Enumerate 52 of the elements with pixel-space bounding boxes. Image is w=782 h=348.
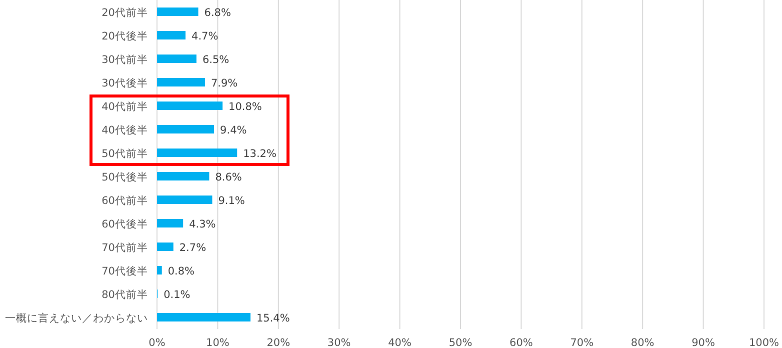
data-label: 0.1% — [164, 288, 190, 301]
data-label: 6.8% — [204, 6, 231, 19]
bar — [157, 54, 196, 63]
x-tick-label: 100% — [748, 337, 780, 348]
y-tick-label: 50代後半 — [102, 170, 148, 184]
y-tick-label: 50代前半 — [102, 146, 148, 160]
y-tick-label: 30代後半 — [102, 76, 148, 90]
x-tick-label: 40% — [388, 337, 412, 348]
y-tick-label: 一概に言えない／わからない — [5, 311, 148, 324]
bar — [157, 148, 238, 157]
y-tick-label: 30代前半 — [102, 52, 148, 66]
data-label: 13.2% — [243, 148, 277, 160]
bar — [157, 172, 210, 180]
x-tick-label: 70% — [570, 337, 594, 348]
x-tick-label: 30% — [327, 337, 351, 348]
data-label: 4.7% — [192, 30, 218, 42]
bar — [157, 219, 184, 228]
data-label: 8.6% — [215, 171, 242, 184]
data-label: 4.3% — [189, 218, 216, 230]
y-tick-label: 70代後半 — [102, 264, 148, 278]
bar — [157, 125, 214, 134]
data-label: 9.1% — [218, 194, 245, 207]
bar — [157, 313, 250, 322]
x-tick-label: 0% — [148, 337, 166, 348]
data-label: 15.4% — [256, 312, 290, 324]
bar — [157, 31, 186, 40]
y-tick-label: 60代前半 — [102, 194, 148, 207]
data-label: 6.5% — [202, 54, 230, 66]
data-label: 0.8% — [168, 265, 195, 278]
x-tick-label: 50% — [448, 337, 472, 348]
bar — [157, 242, 174, 251]
y-tick-label: 70代前半 — [102, 240, 148, 254]
data-label: 9.4% — [220, 124, 247, 136]
y-tick-label: 20代前半 — [102, 6, 148, 19]
bar — [157, 196, 212, 204]
x-tick-label: 90% — [692, 337, 715, 348]
y-tick-label: 40代前半 — [102, 100, 148, 113]
bar — [157, 78, 205, 86]
data-label: 2.7% — [179, 242, 206, 254]
x-tick-label: 60% — [510, 337, 533, 348]
bar — [157, 266, 162, 274]
data-label: 7.9% — [210, 77, 238, 90]
y-tick-label: 40代後半 — [102, 123, 148, 136]
x-tick-label: 10% — [206, 337, 230, 348]
y-tick-label: 60代後半 — [102, 217, 148, 230]
x-tick-label: 80% — [630, 337, 654, 348]
y-tick-label: 20代後半 — [102, 29, 148, 42]
bar — [157, 8, 198, 16]
y-tick-label: 80代前半 — [102, 288, 148, 301]
data-label: 10.8% — [228, 100, 262, 113]
bar — [157, 102, 223, 110]
x-tick-label: 20% — [266, 337, 290, 348]
